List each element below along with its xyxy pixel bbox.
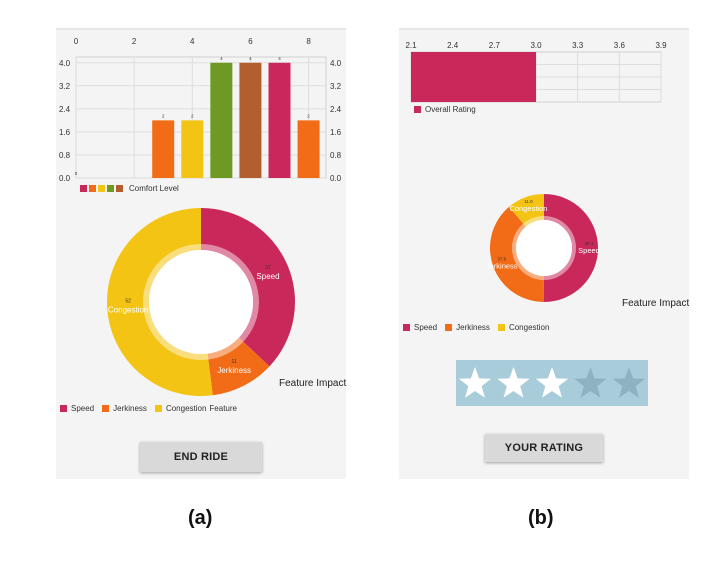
x-tick: 3.0 <box>530 41 542 50</box>
y-tick-right: 1.6 <box>330 128 342 137</box>
slice-value-label: 37.9 <box>497 256 506 261</box>
legend-suffix: Feature <box>209 404 237 413</box>
legend-congestion-b: Congestion <box>497 323 549 332</box>
comfort-legend-swatch <box>89 185 96 192</box>
caption-b: (b) <box>528 507 554 529</box>
x-tick: 6 <box>248 37 253 46</box>
feature-impact-label-a: Feature Impact <box>279 378 347 389</box>
x-tick: 2.7 <box>489 41 501 50</box>
overall-rating-legend-label: Overall Rating <box>425 105 476 114</box>
comfort-legend-swatch <box>80 185 87 192</box>
x-tick: 2 <box>132 37 137 46</box>
x-tick: 3.6 <box>614 41 626 50</box>
bar[interactable] <box>297 120 320 178</box>
star-filled-icon[interactable] <box>458 367 492 398</box>
y-tick-left: 3.2 <box>59 82 71 91</box>
slice-value-label: 37 <box>265 265 271 271</box>
bar-value-label: 0 <box>75 171 78 176</box>
donut-slice-jerkiness[interactable] <box>207 337 270 396</box>
legend-congestion: Congestion <box>154 404 206 413</box>
slice-value-label: 52 <box>125 299 131 305</box>
feature-impact-label-b: Feature Impact <box>622 298 690 309</box>
slice-value-label: 11.0 <box>524 199 533 204</box>
donut-slice-jerkiness[interactable] <box>490 206 544 302</box>
y-tick-right: 2.4 <box>330 105 342 114</box>
slice-name-label: Congestion <box>108 306 148 315</box>
comfort-legend-label: Comfort Level <box>129 184 179 193</box>
star-filled-icon[interactable] <box>535 367 569 398</box>
comfort-legend: Comfort Level <box>80 184 179 193</box>
donut-slice-speed[interactable] <box>201 208 295 367</box>
bar[interactable] <box>239 62 262 179</box>
bar[interactable] <box>181 120 204 178</box>
overall-rating-bar-chart: 2.1 2.4 2.7 3.0 3.3 3.6 3.9 <box>405 41 667 103</box>
comfort-legend-swatch <box>116 185 123 192</box>
slice-value-label: 11 <box>232 359 237 365</box>
star-empty-icon[interactable] <box>612 367 646 398</box>
feature-legend-a: Speed Jerkiness Congestion Feature <box>60 404 237 413</box>
legend-speed-b: Speed <box>403 323 437 332</box>
donut-slice-congestion[interactable] <box>107 208 213 396</box>
bar-value-label: 2 <box>191 113 194 118</box>
comfort-level-bar-chart: 0.0 0.0 0.8 0.8 1.6 1.6 2.4 2.4 3.2 3.2 4.0 4.0 0 2 4 6… <box>59 37 342 183</box>
star-rating-bar[interactable] <box>456 360 648 406</box>
donut-hole <box>149 250 253 354</box>
slice-value-label: 49.1 <box>585 241 594 246</box>
slice-name-label: Speed <box>578 246 600 255</box>
y-tick-right: 3.2 <box>330 82 342 91</box>
bar[interactable] <box>152 120 175 178</box>
slice-name-label: Jerkiness <box>486 261 518 270</box>
y-tick-left: 1.6 <box>59 128 71 137</box>
legend-jerkiness: Jerkiness <box>102 404 147 413</box>
overall-rating-bar[interactable] <box>411 52 536 102</box>
star-empty-icon[interactable] <box>574 367 607 398</box>
bar-value-label: 4 <box>278 56 281 61</box>
y-tick-left: 0.8 <box>59 151 71 160</box>
comfort-legend-swatch <box>98 185 105 192</box>
donut-slice-speed[interactable] <box>543 194 598 302</box>
x-tick: 2.4 <box>447 41 459 50</box>
feature-legend-b: Speed Jerkiness Congestion <box>403 323 557 332</box>
slice-name-label: Jerkiness <box>217 366 251 375</box>
comfort-legend-swatch <box>107 185 114 192</box>
x-tick: 2.1 <box>405 41 417 50</box>
x-tick: 4 <box>190 37 195 46</box>
slice-name-label: Congestion <box>509 204 547 213</box>
bar[interactable] <box>268 62 291 179</box>
overall-rating-legend: Overall Rating <box>414 105 476 114</box>
end-ride-button[interactable]: END RIDE <box>140 442 262 472</box>
x-tick: 0 <box>74 37 79 46</box>
y-tick-right: 0.0 <box>330 174 342 183</box>
y-tick-left: 4.0 <box>59 59 71 68</box>
slice-name-label: Speed <box>256 272 279 281</box>
donut-slice-congestion[interactable] <box>508 194 544 227</box>
y-tick-left: 0.0 <box>59 174 71 183</box>
star-filled-icon[interactable] <box>497 367 530 398</box>
donut-hole <box>516 220 572 276</box>
x-tick: 3.9 <box>655 41 667 50</box>
legend-jerkiness-b: Jerkiness <box>445 323 490 332</box>
screen-a: 0.0 0.0 0.8 0.8 1.6 1.6 2.4 2.4 3.2 3.2 4.0 4.0 0 2 4 6… <box>56 28 346 479</box>
y-tick-right: 4.0 <box>330 59 342 68</box>
y-tick-left: 2.4 <box>59 105 71 114</box>
screen-b: 2.1 2.4 2.7 3.0 3.3 3.6 3.9 Overall Rating 49.… <box>399 28 689 479</box>
x-tick: 3.3 <box>572 41 584 50</box>
bar-value-label: 4 <box>249 56 252 61</box>
bar-value-label: 4 <box>220 56 223 61</box>
y-tick-right: 0.8 <box>330 151 342 160</box>
caption-a: (a) <box>188 507 213 529</box>
bar-value-label: 2 <box>307 113 310 118</box>
legend-speed: Speed <box>60 404 94 413</box>
x-tick: 8 <box>306 37 311 46</box>
your-rating-button[interactable]: YOUR RATING <box>485 434 603 462</box>
bar-value-label: 2 <box>162 113 165 118</box>
bar[interactable] <box>210 62 233 179</box>
